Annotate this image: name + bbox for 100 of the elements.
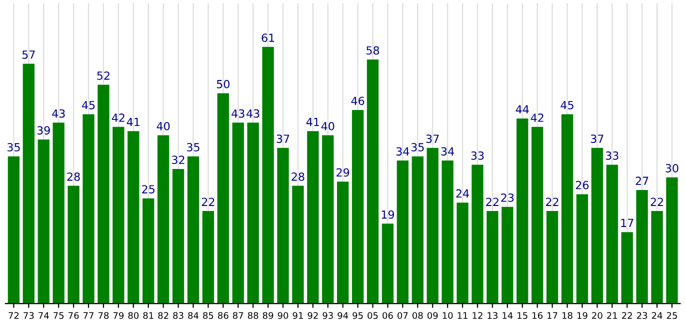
bar: [396, 160, 409, 304]
bar: [442, 160, 454, 304]
bar: [247, 122, 259, 304]
x-tick-label: 10: [442, 312, 453, 319]
x-tick-label: 25: [666, 312, 677, 319]
bar: [277, 148, 289, 304]
bar: [606, 164, 618, 304]
data-label: 22: [546, 198, 558, 206]
x-tick-label: 90: [278, 312, 288, 319]
bar: [322, 135, 334, 304]
data-label: 46: [351, 96, 364, 106]
x-tick-label: 24: [652, 312, 662, 319]
x-tick-label: 19: [577, 312, 588, 319]
bar: [38, 140, 50, 304]
data-label: 34: [396, 147, 410, 156]
bar: [576, 194, 588, 304]
bar: [651, 211, 663, 304]
data-label: 61: [262, 34, 274, 42]
bar: [591, 148, 604, 304]
bar: [52, 122, 64, 304]
data-label: 42: [112, 114, 124, 122]
data-label: 37: [590, 134, 604, 143]
x-tick-label: 86: [218, 312, 228, 319]
data-label: 45: [82, 101, 95, 110]
bar: [307, 131, 319, 304]
bar: [337, 182, 349, 304]
data-label: 43: [232, 109, 244, 118]
bar: [472, 164, 484, 304]
data-label: 28: [67, 172, 80, 181]
bar: [382, 224, 394, 304]
bar: [112, 126, 124, 304]
bar: [666, 177, 678, 304]
x-tick-label: 88: [248, 312, 258, 319]
bar: [217, 93, 229, 304]
data-label: 27: [636, 176, 648, 185]
bar: [546, 211, 558, 304]
x-tick-label: 76: [68, 312, 79, 319]
bar: [172, 168, 184, 304]
data-label: 35: [7, 142, 20, 152]
data-label: 19: [382, 210, 394, 219]
data-label: 58: [366, 46, 380, 55]
bar: [142, 198, 154, 304]
x-tick-label: 11: [458, 312, 468, 319]
bar: [292, 186, 304, 304]
bar: [157, 135, 170, 304]
x-tick-label: 21: [607, 312, 618, 319]
data-label: 50: [216, 80, 230, 88]
x-tick-label: 95: [352, 312, 363, 319]
x-tick-label: 17: [548, 312, 558, 319]
data-label: 26: [576, 180, 589, 190]
data-label: 22: [650, 198, 663, 206]
x-tick-label: 82: [158, 312, 168, 319]
x-tick-label: 75: [54, 312, 64, 319]
data-label: 39: [37, 126, 50, 135]
bar: [22, 64, 35, 304]
data-label: 42: [530, 114, 544, 122]
x-tick-label: 15: [518, 312, 528, 319]
bar: [531, 126, 544, 304]
data-label: 30: [666, 164, 678, 172]
x-tick-label: 81: [143, 312, 154, 319]
x-tick-label: 85: [203, 312, 214, 319]
x-tick-label: 93: [322, 312, 333, 319]
data-label: 57: [22, 50, 35, 59]
x-tick-label: 14: [502, 312, 513, 319]
x-tick-label: 79: [113, 312, 124, 319]
x-tick-label: 87: [232, 312, 244, 319]
data-label: 44: [516, 105, 529, 114]
data-label: 35: [187, 142, 200, 152]
data-label: 40: [321, 122, 334, 130]
x-tick-label: 89: [262, 312, 274, 319]
data-label: 28: [292, 172, 304, 181]
x-tick-label: 92: [308, 312, 318, 319]
x-tick-label: 73: [24, 312, 34, 319]
x-tick-label: 16: [532, 312, 543, 319]
x-tick-label: 05: [368, 312, 378, 319]
bar: [202, 211, 214, 304]
data-label: 37: [276, 134, 290, 143]
bar: [516, 118, 528, 304]
data-label: 25: [142, 185, 154, 194]
bar: [68, 186, 80, 304]
bar: [426, 148, 438, 304]
x-tick-label: 94: [338, 312, 348, 319]
data-label: 41: [126, 118, 140, 126]
x-tick-label: 91: [292, 312, 303, 319]
x-tick-label: 80: [128, 312, 139, 319]
bar: [561, 114, 574, 304]
data-label: 37: [426, 134, 439, 143]
data-label: 17: [621, 218, 634, 227]
x-tick-label: 23: [636, 312, 648, 319]
bar: [502, 206, 514, 304]
data-label: 33: [606, 151, 618, 160]
bar: [82, 114, 94, 304]
bar: [486, 211, 498, 304]
data-label: 34: [441, 147, 454, 156]
bar: [456, 202, 468, 304]
data-label: 22: [202, 198, 214, 206]
x-tick-label: 07: [398, 312, 408, 319]
x-tick-label: 78: [98, 312, 109, 319]
bar: [187, 156, 200, 304]
bar: [366, 60, 379, 304]
